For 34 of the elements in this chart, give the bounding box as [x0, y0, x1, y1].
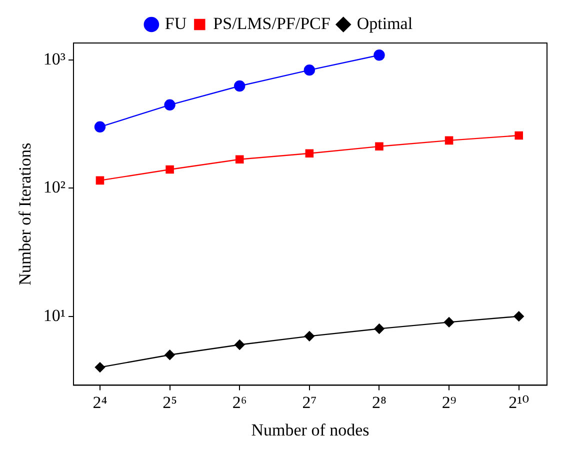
point [164, 99, 176, 111]
point [514, 131, 523, 140]
y-axis-title: Number of Iterations [16, 142, 35, 286]
x-tick-label: 2⁸ [372, 392, 387, 412]
point [234, 340, 245, 350]
x-tick-label: 2⁶ [232, 392, 247, 412]
legend-label: Optimal [356, 14, 413, 33]
point [304, 331, 315, 342]
y-tick-label: 10² [43, 178, 66, 197]
x-tick-label: 2⁷ [302, 392, 317, 412]
point [375, 142, 384, 151]
point [514, 311, 524, 322]
x-tick-label: 2⁹ [442, 392, 456, 412]
point [96, 176, 104, 185]
legend-label: PS/LMS/PF/PCF [213, 14, 330, 33]
point [164, 350, 175, 360]
point [94, 362, 106, 372]
point [234, 80, 246, 92]
point [374, 50, 385, 61]
legend-label: FU [164, 14, 187, 33]
point [304, 64, 316, 76]
point [444, 317, 454, 328]
x-axis-title: Number of nodes [251, 420, 370, 440]
y-tick-label: 10¹ [43, 306, 66, 325]
x-tick-label: 2¹⁰ [508, 392, 530, 412]
point [444, 136, 454, 145]
point [305, 149, 314, 158]
point [235, 155, 244, 164]
point [166, 165, 174, 174]
x-tick-label: 2⁴ [92, 392, 108, 412]
point [374, 324, 384, 334]
x-tick-label: 2⁵ [162, 392, 178, 412]
y-tick-label: 10³ [43, 50, 66, 69]
point [94, 121, 106, 133]
